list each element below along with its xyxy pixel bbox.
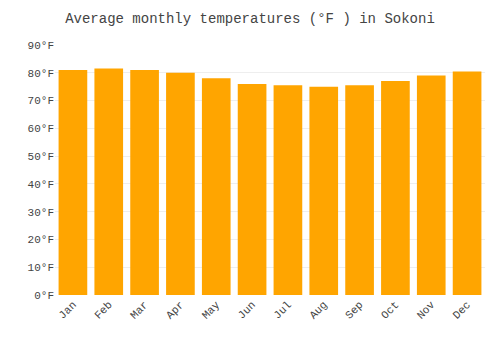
svg-text:20°F: 20°F [28, 234, 54, 246]
svg-text:60°F: 60°F [28, 123, 54, 135]
svg-text:0°F: 0°F [34, 290, 54, 302]
svg-text:Dec: Dec [451, 299, 473, 321]
svg-text:50°F: 50°F [28, 151, 54, 163]
svg-text:Average monthly temperatures (: Average monthly temperatures (°F ) in So… [65, 11, 435, 27]
svg-text:Aug: Aug [307, 299, 329, 321]
svg-text:90°F: 90°F [28, 40, 54, 52]
svg-text:Jan: Jan [56, 299, 78, 321]
svg-text:Nov: Nov [415, 299, 438, 322]
svg-text:May: May [200, 299, 223, 322]
svg-text:Jul: Jul [271, 299, 293, 321]
svg-text:40°F: 40°F [28, 179, 54, 191]
svg-text:30°F: 30°F [28, 207, 54, 219]
svg-text:Jun: Jun [236, 299, 258, 321]
svg-text:Mar: Mar [128, 299, 150, 321]
svg-text:70°F: 70°F [28, 95, 54, 107]
svg-text:Oct: Oct [379, 299, 401, 321]
svg-text:80°F: 80°F [28, 68, 54, 80]
svg-text:Apr: Apr [164, 299, 186, 321]
svg-text:Feb: Feb [92, 299, 114, 321]
svg-text:10°F: 10°F [28, 262, 54, 274]
svg-text:Sep: Sep [343, 299, 365, 321]
